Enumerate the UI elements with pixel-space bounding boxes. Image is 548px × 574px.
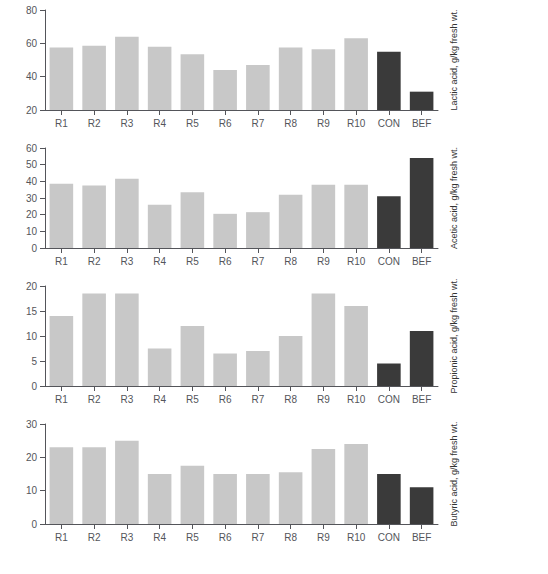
svg-text:R2: R2 [88,256,101,267]
svg-text:R6: R6 [219,118,232,129]
svg-text:R4: R4 [153,532,166,543]
svg-text:R2: R2 [88,532,101,543]
svg-text:30: 30 [26,193,38,204]
svg-text:R6: R6 [219,256,232,267]
svg-text:CON: CON [378,118,400,129]
svg-text:BEF: BEF [412,118,431,129]
svg-text:20: 20 [26,209,38,220]
svg-text:0: 0 [31,381,37,392]
svg-text:R7: R7 [251,532,264,543]
svg-text:R3: R3 [120,118,133,129]
svg-text:R7: R7 [251,118,264,129]
svg-text:R9: R9 [317,256,330,267]
svg-text:R1: R1 [55,532,68,543]
svg-text:R5: R5 [186,532,199,543]
svg-text:60: 60 [26,143,38,154]
svg-text:R2: R2 [88,118,101,129]
svg-text:R9: R9 [317,394,330,405]
svg-text:Propionic acid, g/kg fresh wt.: Propionic acid, g/kg fresh wt. [449,278,459,393]
svg-text:R10: R10 [347,118,366,129]
svg-text:R10: R10 [347,394,366,405]
svg-text:CON: CON [378,394,400,405]
svg-text:R3: R3 [120,256,133,267]
svg-text:BEF: BEF [412,532,431,543]
svg-text:CON: CON [378,532,400,543]
svg-text:R7: R7 [251,256,264,267]
svg-text:R8: R8 [284,256,297,267]
svg-text:R10: R10 [347,532,366,543]
svg-text:60: 60 [26,38,38,49]
svg-text:CON: CON [378,256,400,267]
svg-text:R2: R2 [88,394,101,405]
svg-text:BEF: BEF [412,256,431,267]
svg-text:5: 5 [31,356,37,367]
svg-text:R8: R8 [284,118,297,129]
svg-text:Butyric acid, g/kg fresh wt.: Butyric acid, g/kg fresh wt. [449,421,459,526]
svg-text:20: 20 [26,452,38,463]
svg-text:R6: R6 [219,394,232,405]
svg-text:0: 0 [31,519,37,530]
svg-text:R1: R1 [55,394,68,405]
svg-text:20: 20 [26,105,38,116]
svg-text:R5: R5 [186,256,199,267]
svg-text:R5: R5 [186,394,199,405]
svg-text:Lactic acid, g/kg fresh wt.: Lactic acid, g/kg fresh wt. [449,9,459,110]
svg-text:Acetic acid, g/kg fresh wt.: Acetic acid, g/kg fresh wt. [449,147,459,249]
svg-text:15: 15 [26,306,38,317]
svg-text:30: 30 [26,419,38,430]
svg-text:R7: R7 [251,394,264,405]
svg-text:R4: R4 [153,394,166,405]
svg-text:BEF: BEF [412,394,431,405]
svg-text:80: 80 [26,5,38,16]
svg-text:R3: R3 [120,532,133,543]
svg-text:R4: R4 [153,256,166,267]
svg-text:10: 10 [26,226,38,237]
svg-text:R8: R8 [284,394,297,405]
svg-text:R6: R6 [219,532,232,543]
svg-text:10: 10 [26,331,38,342]
svg-text:R1: R1 [55,118,68,129]
svg-text:20: 20 [26,281,38,292]
svg-text:50: 50 [26,159,38,170]
svg-text:R4: R4 [153,118,166,129]
svg-text:R1: R1 [55,256,68,267]
svg-text:R5: R5 [186,118,199,129]
svg-text:R10: R10 [347,256,366,267]
svg-text:R3: R3 [120,394,133,405]
svg-text:40: 40 [26,71,38,82]
svg-text:10: 10 [26,485,38,496]
svg-text:0: 0 [31,243,37,254]
svg-text:40: 40 [26,176,38,187]
svg-text:R8: R8 [284,532,297,543]
svg-text:R9: R9 [317,118,330,129]
svg-text:R9: R9 [317,532,330,543]
